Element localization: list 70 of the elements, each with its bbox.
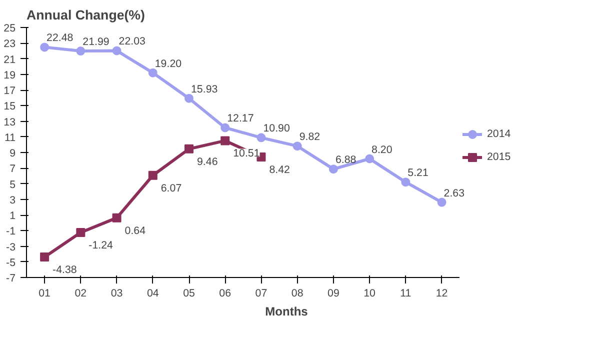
point — [112, 213, 122, 222]
x-tick-label: 04 — [146, 288, 159, 300]
data-label: 5.21 — [408, 167, 428, 180]
y-tick-label: 15 — [4, 100, 16, 113]
data-label: 8.20 — [372, 144, 392, 156]
data-label: -4.38 — [52, 264, 77, 276]
data-label: 10.90 — [263, 122, 290, 135]
y-tick-label: 5 — [10, 178, 16, 191]
y-tick-label: 9 — [10, 148, 16, 160]
y-tick-label: -7 — [6, 272, 16, 284]
data-label: 8.42 — [269, 164, 290, 176]
data-label: 2.63 — [444, 187, 465, 200]
data-label: 9.82 — [299, 131, 320, 144]
x-tick-label: 05 — [183, 288, 195, 300]
point — [220, 123, 230, 132]
y-tick-label: 23 — [4, 38, 16, 50]
data-label: 21.99 — [82, 36, 110, 48]
data-label: 9.46 — [197, 156, 218, 168]
data-label: 0.64 — [124, 224, 146, 237]
y-tick-label: 7 — [10, 163, 16, 176]
x-tick-label: 12 — [436, 288, 448, 300]
y-tick-label: 17 — [4, 85, 16, 97]
y-tick-label: -1 — [6, 226, 16, 238]
point — [220, 136, 230, 146]
point — [184, 94, 194, 103]
point — [76, 228, 86, 237]
y-tick-label: 3 — [10, 194, 16, 206]
point — [40, 42, 50, 52]
data-label: 22.48 — [46, 32, 74, 44]
point — [365, 154, 374, 164]
data-label: -1.24 — [88, 240, 114, 252]
x-tick-label: 09 — [328, 288, 340, 300]
data-label: 6.88 — [335, 154, 356, 166]
data-label: 10.51 — [233, 148, 260, 160]
x-tick-label: 11 — [400, 288, 412, 300]
y-tick-label: 11 — [4, 132, 16, 144]
x-axis-title: Months — [265, 304, 308, 318]
y-tick-label: -5 — [6, 256, 16, 269]
x-tick-label: 07 — [255, 288, 268, 300]
point — [184, 144, 194, 154]
legend-label: 2015 — [487, 151, 511, 163]
point — [112, 46, 122, 56]
data-label: 15.93 — [191, 83, 218, 96]
y-tick-label: -3 — [6, 241, 16, 254]
data-label: 19.20 — [154, 58, 182, 70]
y-tick-label: 25 — [4, 22, 16, 34]
y-tick-label: 1 — [10, 210, 16, 222]
point — [401, 178, 410, 187]
point — [328, 164, 338, 174]
point — [292, 142, 302, 151]
point — [437, 198, 446, 207]
point — [76, 46, 86, 56]
point — [40, 252, 50, 262]
x-tick-label: 08 — [291, 288, 304, 300]
data-label: 22.03 — [118, 36, 146, 48]
point — [148, 68, 158, 78]
x-tick-label: 03 — [110, 288, 123, 300]
x-tick-label: 02 — [74, 288, 87, 300]
x-tick-label: 06 — [219, 288, 232, 300]
y-tick-label: 19 — [4, 69, 16, 82]
data-label: 12.17 — [227, 112, 254, 125]
chart-title: Annual Change(%) — [26, 8, 145, 22]
data-label: 6.07 — [160, 182, 182, 194]
x-tick-label: 10 — [364, 288, 376, 300]
y-tick-label: 13 — [4, 116, 16, 128]
x-tick-label: 01 — [38, 288, 51, 300]
point — [148, 170, 158, 180]
point — [256, 133, 266, 142]
legend-label: 2014 — [487, 128, 511, 140]
y-tick-label: 21 — [4, 54, 16, 66]
